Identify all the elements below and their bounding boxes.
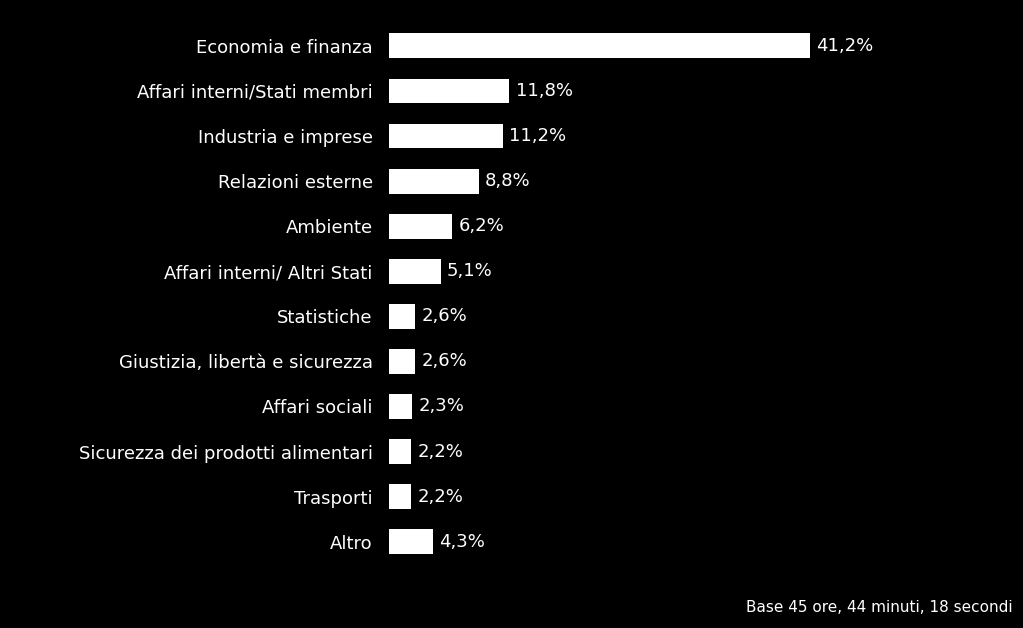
Text: Base 45 ore, 44 minuti, 18 secondi: Base 45 ore, 44 minuti, 18 secondi (746, 600, 1013, 615)
Text: 2,2%: 2,2% (417, 487, 463, 506)
Bar (389, 214, 452, 239)
Text: 6,2%: 6,2% (458, 217, 504, 235)
Text: 8,8%: 8,8% (485, 172, 531, 190)
Text: 4,3%: 4,3% (439, 533, 485, 551)
Bar (389, 78, 509, 104)
Bar (389, 529, 433, 554)
Text: 2,6%: 2,6% (421, 307, 468, 325)
Text: 41,2%: 41,2% (816, 37, 874, 55)
Bar (389, 484, 411, 509)
Bar (389, 349, 415, 374)
Bar (389, 33, 810, 58)
Text: 2,6%: 2,6% (421, 352, 468, 371)
Text: 2,2%: 2,2% (417, 443, 463, 460)
Bar (389, 124, 503, 148)
Bar (389, 439, 411, 464)
Bar (389, 394, 412, 419)
Text: 2,3%: 2,3% (418, 398, 464, 416)
Bar (389, 259, 441, 284)
Text: 5,1%: 5,1% (447, 263, 493, 280)
Text: 11,8%: 11,8% (516, 82, 573, 100)
Text: 11,2%: 11,2% (509, 127, 567, 145)
Bar (389, 169, 479, 193)
Bar (389, 304, 415, 328)
